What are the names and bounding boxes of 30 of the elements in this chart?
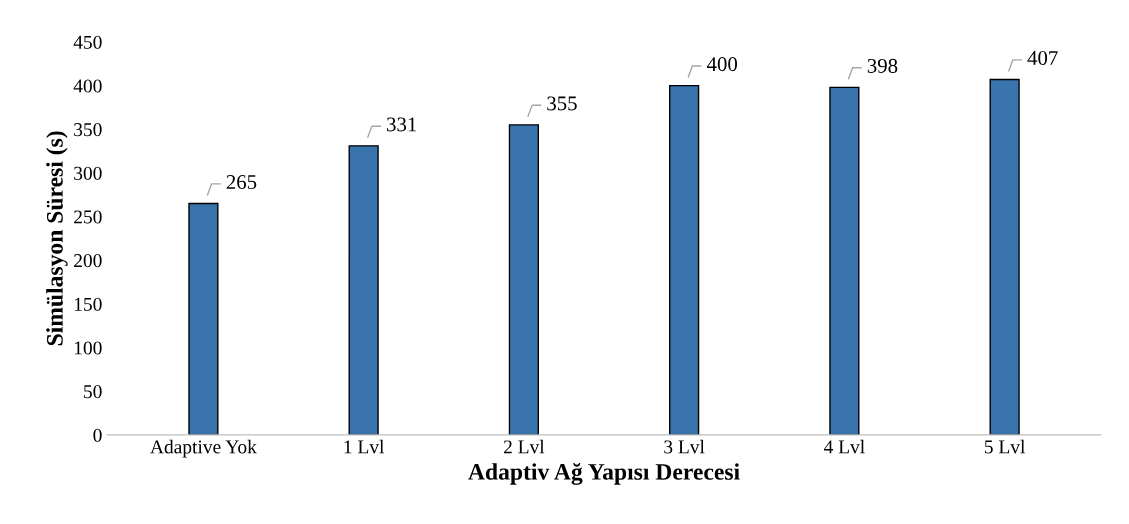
data-label: 400 xyxy=(706,57,738,72)
data-label: 265 xyxy=(226,175,257,190)
y-tick-label: 300 xyxy=(74,166,102,180)
x-axis-title: Adaptiv Ağ Yapısı Derecesi xyxy=(468,462,740,485)
x-tick-label: 1 Lvl xyxy=(344,439,385,454)
y-tick-label: 450 xyxy=(73,35,102,49)
x-tick-label: 4 Lvl xyxy=(823,439,865,454)
y-tick-label: 100 xyxy=(74,341,102,355)
y-tick-label: 150 xyxy=(74,297,102,311)
data-label: 355 xyxy=(547,96,577,111)
y-tick-label: 350 xyxy=(74,123,102,137)
bar xyxy=(829,86,860,435)
y-tick-label: 400 xyxy=(73,79,102,93)
y-axis-title: Simülasyon Süresi (s) xyxy=(46,131,68,346)
y-tick-label: 50 xyxy=(84,385,102,399)
data-label: 398 xyxy=(867,58,898,73)
bar xyxy=(989,78,1020,435)
data-label: 407 xyxy=(1027,50,1058,66)
bar xyxy=(669,84,700,435)
y-tick-label: 250 xyxy=(74,210,102,224)
bar xyxy=(188,202,219,435)
x-tick-label: 2 Lvl xyxy=(503,439,545,454)
x-tick-label: 5 Lvl xyxy=(984,439,1026,454)
x-tick-label: Adaptive Yok xyxy=(150,439,257,458)
y-tick-label: 200 xyxy=(74,254,102,268)
bar xyxy=(508,124,540,435)
y-tick-label: 0 xyxy=(93,428,102,442)
data-label: 331 xyxy=(387,117,417,132)
bar xyxy=(348,145,379,435)
x-tick-label: 3 Lvl xyxy=(664,439,705,454)
